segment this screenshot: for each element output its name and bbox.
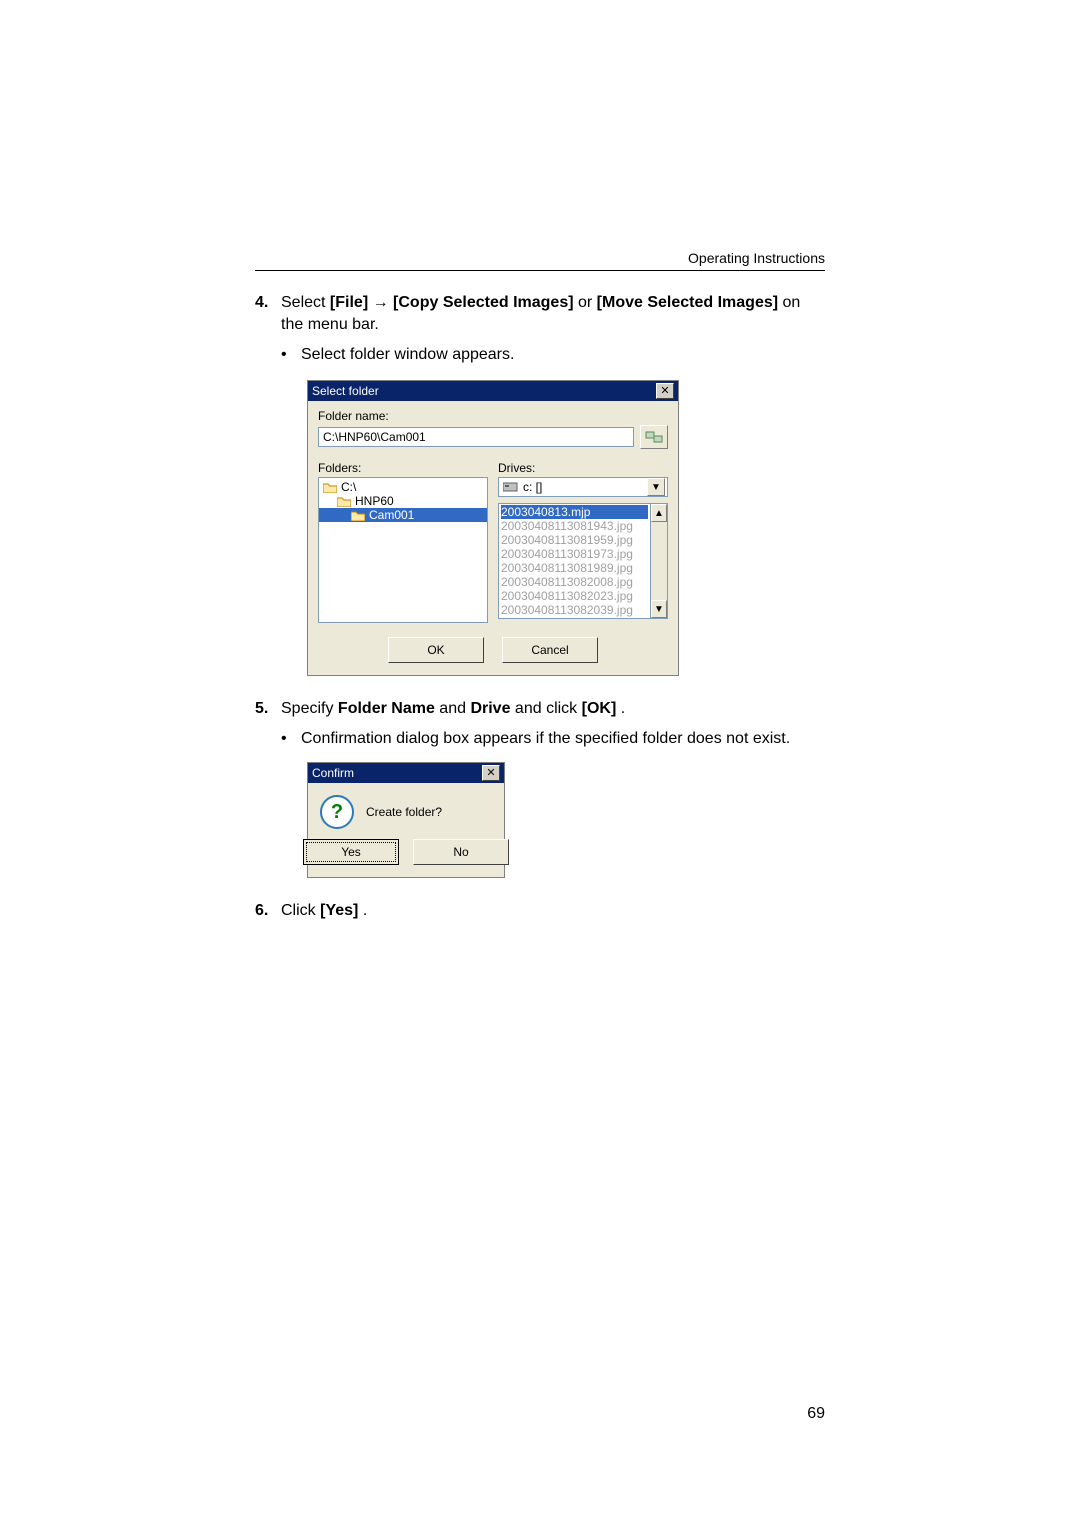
folders-tree[interactable]: C:\HNP60Cam001 [318, 477, 488, 623]
folder-icon [323, 482, 337, 493]
step-6-text: Click [Yes] . [281, 900, 825, 922]
scroll-up-icon[interactable]: ▲ [651, 504, 667, 522]
chevron-down-icon[interactable]: ▼ [647, 478, 665, 496]
tree-item[interactable]: C:\ [319, 480, 487, 494]
select-folder-dialog: Select folder ✕ Folder name: [307, 380, 679, 676]
file-row[interactable]: 20030408113081989.jpg [501, 561, 648, 575]
dialog-title: Confirm [312, 766, 354, 780]
text-bold: Drive [470, 700, 510, 717]
tree-item-label: C:\ [341, 480, 356, 494]
text: . [621, 700, 625, 717]
confirm-message: Create folder? [366, 805, 442, 819]
ok-button[interactable]: OK [388, 637, 484, 663]
text-bold: [File] [330, 294, 368, 311]
folder-icon [351, 510, 365, 521]
step-4-bullet: Select folder window appears. [301, 344, 514, 366]
drive-select[interactable]: c: [] ▼ [498, 477, 668, 497]
drive-icon [503, 481, 519, 493]
text: . [363, 902, 367, 919]
text-bold: Folder Name [338, 700, 435, 717]
step-6: 6. Click [Yes] . [281, 900, 825, 922]
scrollbar[interactable]: ▲ ▼ [651, 503, 668, 619]
text-bold: [OK] [582, 700, 617, 717]
text-bold: [Move Selected Images] [597, 294, 778, 311]
document-page: Operating Instructions 4. Select [File] … [0, 0, 1080, 1528]
drives-label: Drives: [498, 461, 668, 475]
scroll-track[interactable] [651, 522, 667, 600]
folder-name-input[interactable] [318, 427, 634, 447]
step-5-bullet: Confirmation dialog box appears if the s… [301, 728, 790, 750]
bullet-icon: • [281, 344, 301, 366]
file-row[interactable]: 20030408113082039.jpg [501, 603, 648, 617]
file-row[interactable]: 20030408113082023.jpg [501, 589, 648, 603]
dialog-title: Select folder [312, 384, 379, 398]
cancel-button[interactable]: Cancel [502, 637, 598, 663]
text: and click [515, 700, 582, 717]
files-list[interactable]: 2003040813.mjp20030408113081943.jpg20030… [498, 503, 651, 619]
bullet-icon: • [281, 728, 301, 750]
question-icon: ? [320, 795, 354, 829]
tree-item-label: HNP60 [355, 494, 394, 508]
step-5-text: Specify Folder Name and Drive and click … [281, 698, 825, 720]
text: Select [281, 294, 330, 311]
tree-item[interactable]: Cam001 [319, 508, 487, 522]
close-icon[interactable]: ✕ [482, 765, 500, 781]
scroll-down-icon[interactable]: ▼ [651, 600, 667, 618]
file-row[interactable]: 20030408113082008.jpg [501, 575, 648, 589]
file-row[interactable]: 20030408113081943.jpg [501, 519, 648, 533]
arrow-icon: → [373, 294, 393, 311]
step-4-num: 4. [255, 292, 281, 314]
step-4: 4. Select [File] → [Copy Selected Images… [281, 292, 825, 676]
file-row[interactable]: 20030408113081959.jpg [501, 533, 648, 547]
text: Specify [281, 700, 338, 717]
text-bold: [Yes] [320, 902, 358, 919]
page-content: 4. Select [File] → [Copy Selected Images… [255, 292, 825, 940]
step-4-text: Select [File] → [Copy Selected Images] o… [281, 292, 825, 336]
header-label: Operating Instructions [688, 250, 825, 266]
dialog-titlebar: Confirm ✕ [308, 763, 504, 783]
network-icon [645, 430, 663, 444]
file-row[interactable]: 20030408113081973.jpg [501, 547, 648, 561]
step-6-num: 6. [255, 900, 281, 922]
drive-value: c: [] [523, 480, 647, 494]
dialog-titlebar: Select folder ✕ [308, 381, 678, 401]
step-5: 5. Specify Folder Name and Drive and cli… [281, 698, 825, 878]
text: or [578, 294, 597, 311]
folder-icon [337, 496, 351, 507]
step-5-num: 5. [255, 698, 281, 720]
network-button[interactable] [640, 425, 668, 449]
text: and [439, 700, 470, 717]
page-number: 69 [807, 1405, 825, 1423]
text: Click [281, 902, 320, 919]
tree-item-label: Cam001 [369, 508, 414, 522]
file-row[interactable]: 20030408113082053.jpg [501, 617, 648, 619]
header-rule [255, 270, 825, 271]
no-button[interactable]: No [413, 839, 509, 865]
text-bold: [Copy Selected Images] [393, 294, 574, 311]
confirm-dialog: Confirm ✕ ? Create folder? Yes No [307, 762, 505, 878]
folders-label: Folders: [318, 461, 488, 475]
folder-name-label: Folder name: [318, 409, 668, 423]
tree-item[interactable]: HNP60 [319, 494, 487, 508]
yes-button[interactable]: Yes [303, 839, 399, 865]
close-icon[interactable]: ✕ [656, 383, 674, 399]
file-row[interactable]: 2003040813.mjp [501, 505, 648, 519]
